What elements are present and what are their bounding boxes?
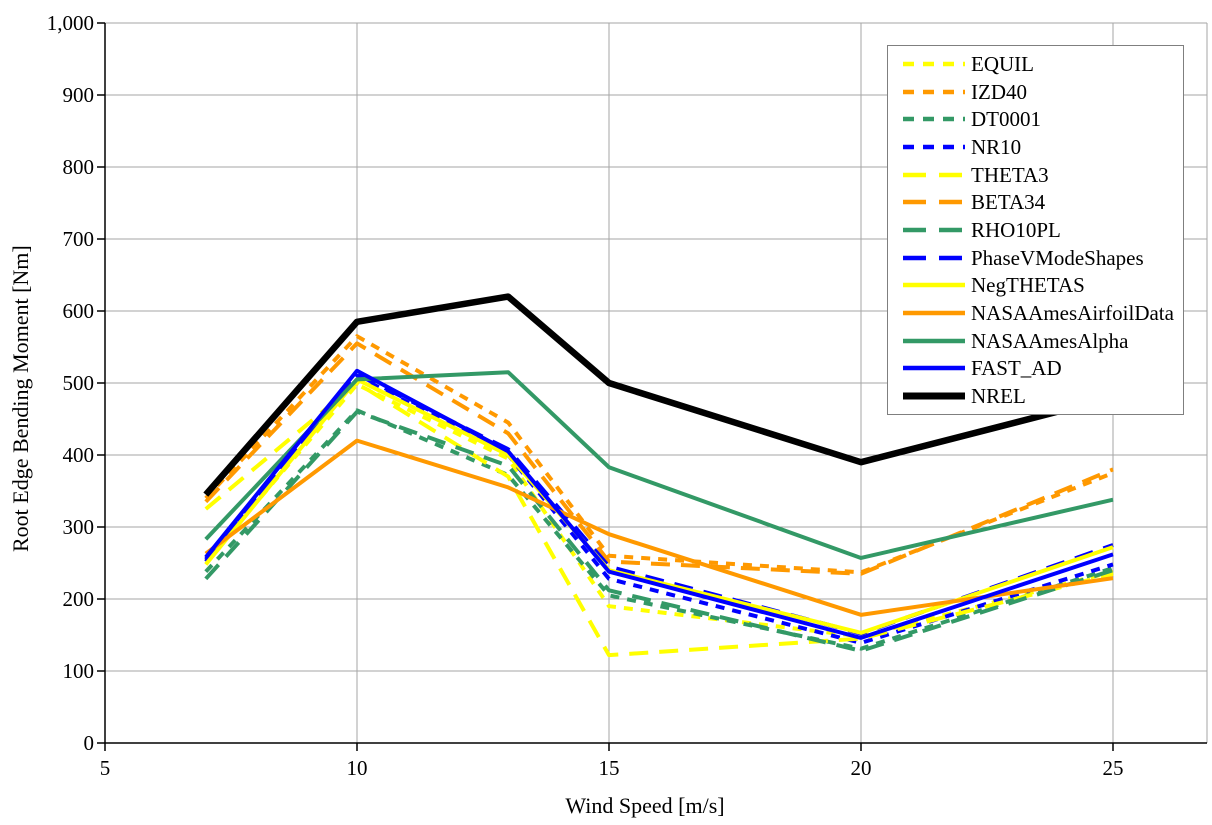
y-tick-label: 800: [62, 155, 95, 179]
legend-label: BETA34: [971, 190, 1046, 215]
y-tick-label: 1,000: [46, 11, 94, 35]
legend-label: IZD40: [971, 79, 1027, 104]
legend-label: NASAAmesAlpha: [971, 328, 1129, 353]
x-tick-label: 20: [850, 756, 872, 780]
legend-item-PhaseVModeShapes: PhaseVModeShapes: [902, 245, 1183, 271]
legend-swatch: [903, 144, 965, 150]
legend-item-DT0001: DT0001: [902, 106, 1183, 132]
legend-swatch: [903, 172, 965, 177]
legend-swatch: [903, 61, 965, 67]
x-tick-label: 25: [1102, 756, 1124, 780]
series-line-DT0001: [204, 408, 1114, 651]
legend-label: EQUIL: [971, 51, 1034, 76]
series-line-NegTHETAS: [204, 377, 1114, 635]
legend-label: NR10: [971, 134, 1022, 159]
y-tick-label: 100: [62, 659, 95, 683]
legend-swatch: [903, 200, 965, 205]
series-line-RHO10PL: [204, 409, 1114, 653]
series-line-BETA34: [204, 341, 1114, 576]
legend-item-NASAAmesAirfoilData: NASAAmesAirfoilData: [902, 300, 1183, 326]
legend-label: FAST_AD: [971, 356, 1062, 381]
legend-item-NASAAmesAlpha: NASAAmesAlpha: [902, 328, 1183, 354]
legend-item-NREL: NREL: [902, 383, 1183, 409]
legend-label: RHO10PL: [971, 217, 1061, 242]
legend: EQUIL IZD40 DT0001 NR10 THETA3 BETA34 RHO10PL P…: [887, 45, 1184, 415]
y-tick-label: 900: [62, 83, 95, 107]
series-line-NREL: [203, 293, 1114, 497]
x-tick-label: 10: [346, 756, 368, 780]
x-axis-title: Wind Speed [m/s]: [565, 793, 725, 818]
series-line-NR10: [204, 373, 1114, 645]
legend-label: NegTHETAS: [971, 273, 1085, 298]
legend-swatch: [903, 227, 965, 233]
x-tick-label: 15: [598, 756, 620, 780]
series-line-EQUIL: [204, 382, 1114, 639]
legend-item-THETA3: THETA3: [902, 162, 1183, 188]
legend-swatch: [903, 116, 965, 122]
legend-item-EQUIL: EQUIL: [902, 51, 1183, 77]
y-tick-label: 400: [62, 443, 95, 467]
legend-label: THETA3: [971, 162, 1049, 187]
legend-swatch: [903, 310, 965, 316]
legend-item-FAST_AD: FAST_AD: [902, 355, 1183, 381]
series-line-PhaseVModeShapes: [204, 372, 1114, 636]
legend-swatch: [903, 392, 965, 400]
x-tick-label: 5: [99, 756, 111, 780]
legend-item-IZD40: IZD40: [902, 79, 1183, 105]
series-line-FAST_AD: [204, 368, 1114, 640]
legend-item-BETA34: BETA34: [902, 189, 1183, 215]
legend-label: DT0001: [971, 107, 1041, 132]
legend-label: PhaseVModeShapes: [971, 245, 1144, 270]
y-axis-title: Root Edge Bending Moment [Nm]: [8, 245, 33, 552]
y-tick-label: 500: [62, 371, 95, 395]
y-tick-label: 600: [62, 299, 95, 323]
y-tick-label: 300: [62, 515, 95, 539]
series-line-NASAAmesAlpha: [204, 370, 1114, 560]
legend-label: NREL: [971, 384, 1026, 409]
y-tick-label: 700: [62, 227, 95, 251]
legend-swatch: [903, 89, 965, 94]
legend-label: NASAAmesAirfoilData: [971, 301, 1174, 326]
series-line-THETA3: [204, 381, 1114, 658]
series-line-IZD40: [204, 334, 1114, 575]
legend-swatch: [903, 338, 965, 343]
y-tick-label: 0: [83, 731, 95, 755]
legend-item-NegTHETAS: NegTHETAS: [902, 272, 1183, 298]
y-tick-label: 200: [62, 587, 95, 611]
legend-item-RHO10PL: RHO10PL: [902, 217, 1183, 243]
legend-swatch: [903, 283, 965, 288]
legend-swatch: [903, 255, 965, 260]
legend-item-NR10: NR10: [902, 134, 1183, 160]
legend-swatch: [903, 366, 965, 371]
